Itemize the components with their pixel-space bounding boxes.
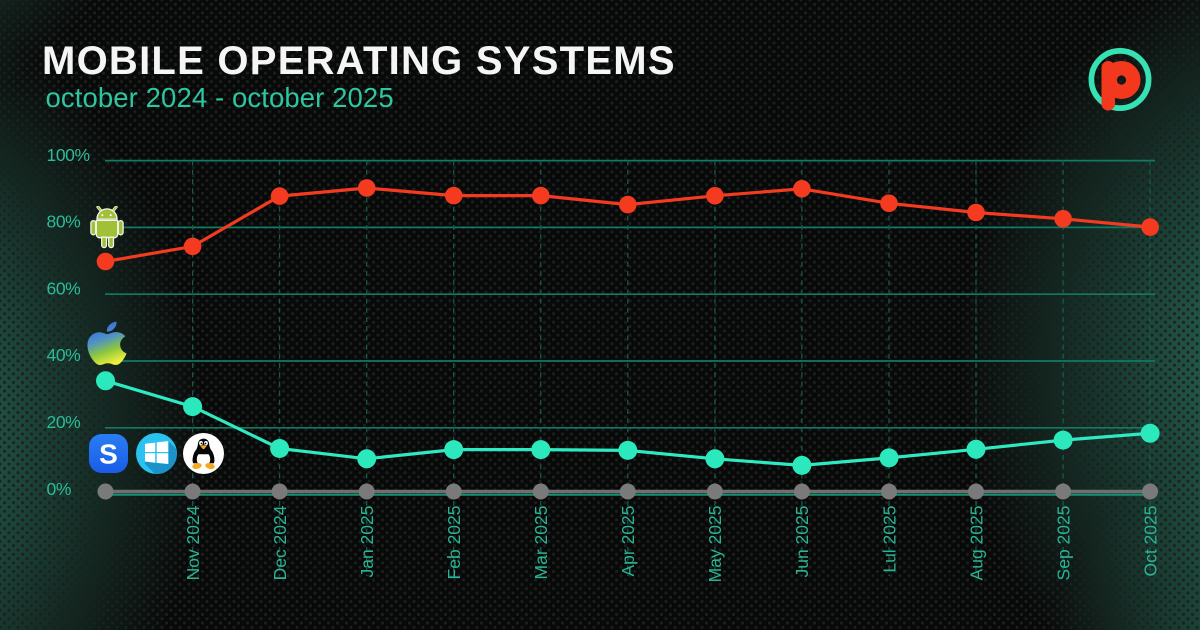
svg-text:Mar 2025: Mar 2025 bbox=[531, 506, 551, 580]
svg-text:May 2025: May 2025 bbox=[705, 506, 725, 583]
svg-text:Lul 2025: Lul 2025 bbox=[879, 506, 899, 573]
svg-text:Sep 2025: Sep 2025 bbox=[1053, 506, 1073, 581]
svg-text:S: S bbox=[99, 439, 118, 470]
svg-text:Nov 2024: Nov 2024 bbox=[183, 505, 203, 580]
svg-text:Jan 2025: Jan 2025 bbox=[357, 506, 377, 578]
svg-text:Jun 2025: Jun 2025 bbox=[792, 506, 812, 578]
svg-text:100%: 100% bbox=[47, 145, 90, 165]
svg-text:Feb 2025: Feb 2025 bbox=[444, 506, 464, 580]
svg-text:80%: 80% bbox=[47, 212, 81, 232]
svg-text:Oct 2025: Oct 2025 bbox=[1140, 506, 1160, 577]
svg-text:Dec 2024: Dec 2024 bbox=[270, 505, 290, 580]
svg-text:Apr 2025: Apr 2025 bbox=[618, 506, 638, 577]
svg-text:0%: 0% bbox=[47, 479, 72, 499]
svg-text:20%: 20% bbox=[47, 412, 81, 432]
svg-text:40%: 40% bbox=[47, 345, 81, 365]
svg-text:60%: 60% bbox=[47, 278, 81, 298]
svg-text:Aug 2025: Aug 2025 bbox=[966, 506, 986, 581]
